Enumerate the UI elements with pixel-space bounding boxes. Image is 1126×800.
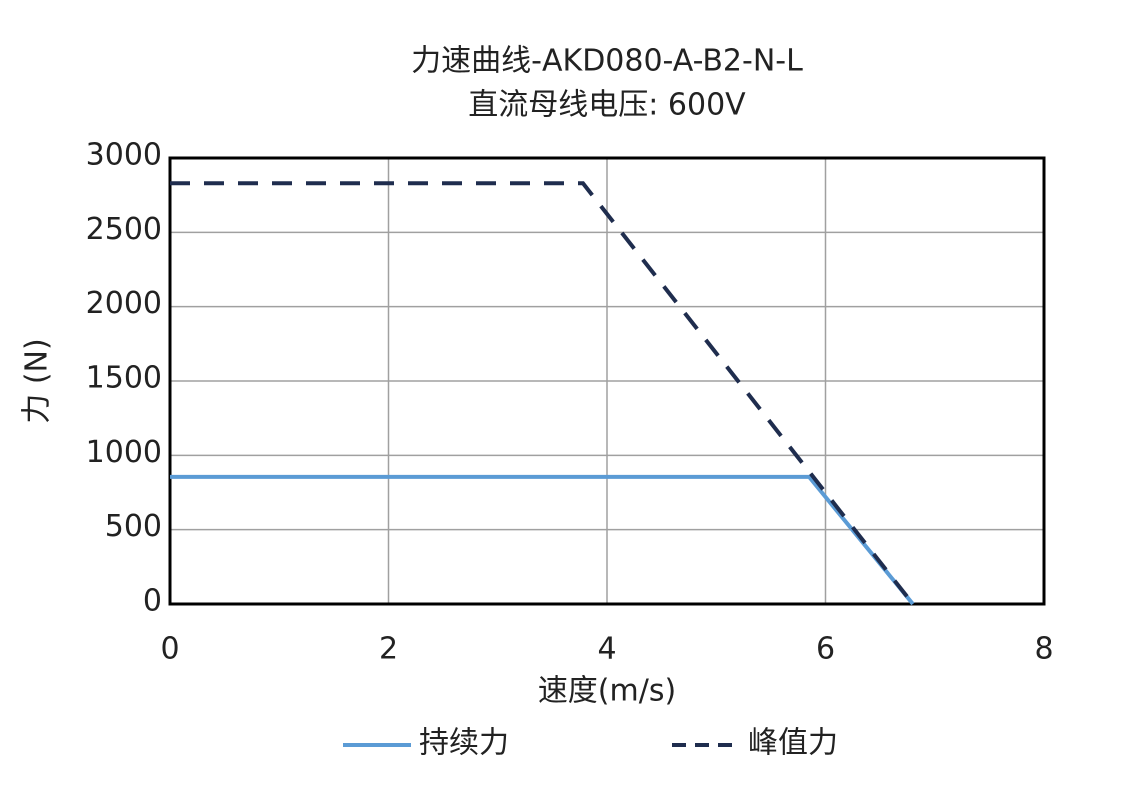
- y-tick-label: 500: [105, 509, 162, 544]
- y-tick-label: 2500: [86, 212, 162, 247]
- plot-frame: [168, 156, 1046, 606]
- chart-subtitle: 直流母线电压: 600V: [468, 88, 746, 123]
- x-tick-label: 4: [597, 632, 616, 667]
- y-tick-label: 2000: [86, 286, 162, 321]
- legend-label: 峰值力: [748, 726, 838, 761]
- x-tick-label: 6: [816, 632, 835, 667]
- y-axis-label: 力 (N): [20, 338, 55, 423]
- chart-title: 力速曲线-AKD080-A-B2-N-L: [411, 44, 803, 79]
- y-tick-label: 3000: [86, 138, 162, 173]
- series-line: [170, 181, 915, 606]
- legend-label: 持续力: [419, 726, 509, 761]
- x-axis-label: 速度(m/s): [538, 674, 676, 709]
- x-tick-label: 0: [160, 632, 179, 667]
- series-line: [170, 474, 915, 606]
- x-tick-label: 8: [1034, 632, 1053, 667]
- y-tick-label: 0: [143, 584, 162, 619]
- y-tick-label: 1500: [86, 361, 162, 396]
- y-tick-label: 1000: [86, 435, 162, 470]
- x-tick-label: 2: [379, 632, 398, 667]
